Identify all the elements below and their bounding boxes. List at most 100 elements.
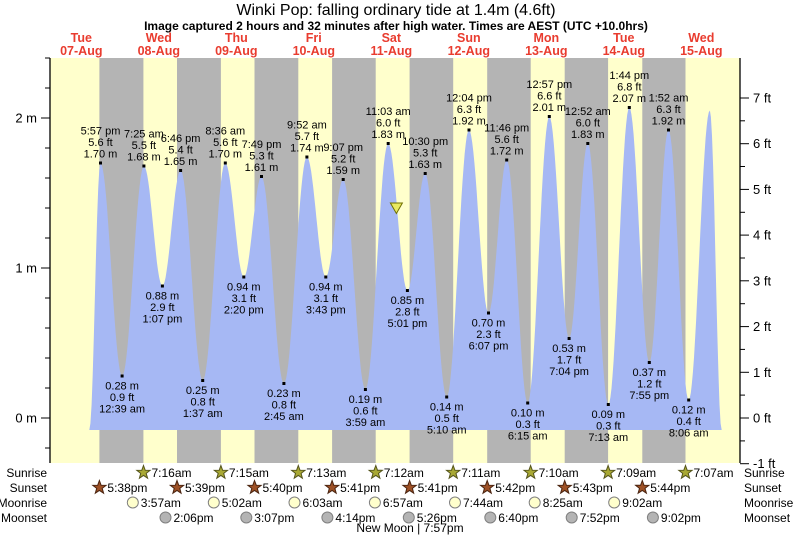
- low-tide-label: 0.9 ft: [110, 392, 134, 404]
- high-tide-label: 1.63 m: [408, 159, 442, 171]
- high-tide-label: 1.92 m: [652, 116, 686, 128]
- moon-phase-label: New Moon | 7:57pm: [356, 521, 463, 535]
- moonrise-icon: [368, 496, 381, 509]
- low-tide-label: 0.14 m: [430, 402, 464, 414]
- chart-generated-layer: 0 m 1 m 2 m -1 ft 0 ft 1 ft 2 ft 3 ft 4 ft 5 ft 6 …: [15, 31, 775, 525]
- moonrise-time: 6:03am: [303, 496, 343, 510]
- sunset-time: 5:41pm: [340, 481, 380, 495]
- high-tide-label: 10:30 pm: [402, 136, 448, 148]
- low-tide-label: 3.1 ft: [232, 293, 256, 305]
- high-tide-label: 6.3 ft: [457, 104, 481, 116]
- high-tide-label: 11:03 am: [366, 106, 411, 118]
- high-tide-label: 1:44 pm: [609, 70, 649, 82]
- high-tide-label: 1:52 am: [649, 93, 689, 105]
- low-tide-label: 2:45 am: [264, 411, 304, 423]
- moonset-icon: [159, 511, 172, 524]
- moonset-icon: [484, 511, 497, 524]
- high-tide-label: 6.3 ft: [656, 104, 680, 116]
- right-axis-tick-label: 0 ft: [753, 411, 771, 426]
- tide-extreme-dot: [223, 161, 227, 165]
- high-tide-label: 7:25 am: [124, 129, 164, 141]
- day-label-weekday: Tue: [71, 31, 92, 45]
- tide-extreme-dot: [363, 388, 367, 391]
- low-tide-label: 1:07 pm: [143, 314, 183, 326]
- sunset-time: 5:44pm: [650, 481, 690, 495]
- low-tide-label: 0.4 ft: [676, 416, 700, 428]
- left-axis-tick-label: 2 m: [15, 111, 37, 126]
- moonset-time: 2:06pm: [174, 511, 214, 525]
- tide-extreme-dot: [526, 401, 530, 405]
- sunset-icon: [634, 479, 651, 495]
- day-label-date: 12-Aug: [448, 44, 490, 58]
- moonset-row-label-left: Moonset: [1, 511, 48, 525]
- high-tide-label: 6:46 pm: [161, 133, 201, 145]
- tide-extreme-dot: [467, 128, 471, 132]
- high-tide-label: 5.5 ft: [132, 140, 156, 152]
- low-tide-label: 7:55 pm: [629, 390, 669, 402]
- high-tide-label: 5.6 ft: [213, 137, 237, 149]
- low-tide-label: 12:39 am: [99, 404, 145, 416]
- tide-extreme-dot: [445, 395, 449, 399]
- sunrise-icon: [367, 464, 384, 480]
- low-tide-label: 2.8 ft: [395, 307, 419, 319]
- low-tide-label: 1.7 ft: [557, 355, 581, 367]
- day-label-weekday: Tue: [613, 31, 634, 45]
- tide-extreme-dot: [667, 128, 670, 132]
- low-tide-label: 0.3 ft: [515, 419, 539, 431]
- moonrise-icon: [207, 496, 220, 509]
- moonrise-row-label-right: Moonrise: [744, 496, 793, 510]
- moonset-row-label-right: Moonset: [744, 511, 791, 525]
- moonset-icon: [402, 511, 415, 524]
- sunset-time: 5:41pm: [418, 481, 458, 495]
- left-axis-tick-label: 1 m: [15, 261, 37, 276]
- high-tide-label: 12:04 pm: [446, 93, 492, 105]
- moonset-icon: [321, 511, 334, 524]
- tide-extreme-dot: [423, 172, 427, 175]
- tide-extreme-dot: [567, 337, 571, 340]
- sunset-time: 5:43pm: [573, 481, 613, 495]
- sunset-icon: [479, 479, 496, 495]
- sunrise-time: 7:13am: [306, 466, 346, 480]
- low-tide-label: 8:06 am: [669, 428, 709, 440]
- low-tide-label: 0.09 m: [591, 409, 625, 421]
- high-tide-label: 5:57 pm: [81, 126, 121, 138]
- moonrise-row-label-left: Moonrise: [0, 496, 47, 510]
- day-label-date: 13-Aug: [525, 44, 567, 58]
- high-tide-label: 1.70 m: [84, 149, 118, 161]
- day-label-date: 08-Aug: [138, 44, 180, 58]
- tide-area: [89, 107, 722, 430]
- tide-extreme-dot: [547, 115, 551, 118]
- moonrise-icon: [288, 496, 301, 509]
- day-label-date: 09-Aug: [215, 44, 257, 58]
- sunset-time: 5:38pm: [107, 481, 147, 495]
- low-tide-label: 0.94 m: [227, 282, 261, 294]
- sunrise-icon: [522, 464, 539, 480]
- sunset-time: 5:40pm: [263, 481, 303, 495]
- high-tide-label: 5.3 ft: [249, 151, 273, 163]
- low-tide-label: 0.8 ft: [272, 400, 296, 412]
- sunset-icon: [401, 479, 418, 495]
- tide-extreme-dot: [324, 275, 328, 279]
- moonset-time: 5:26pm: [417, 511, 457, 525]
- moonset-time: 9:02pm: [661, 511, 701, 525]
- high-tide-label: 9:52 am: [287, 120, 327, 132]
- low-tide-label: 0.88 m: [146, 291, 180, 303]
- low-tide-label: 0.28 m: [105, 381, 139, 393]
- high-tide-label: 1.65 m: [164, 156, 198, 168]
- moonset-time: 6:40pm: [498, 511, 538, 525]
- day-label-weekday: Sat: [382, 31, 402, 45]
- tide-extreme-dot: [282, 382, 286, 385]
- sunrise-row-label-right: Sunrise: [744, 466, 785, 480]
- sunrise-time: 7:10am: [539, 466, 579, 480]
- high-tide-label: 1.70 m: [208, 149, 242, 161]
- sunset-icon: [168, 479, 186, 495]
- low-tide-label: 2.3 ft: [476, 329, 500, 341]
- low-tide-label: 0.94 m: [309, 282, 343, 294]
- tide-extreme-dot: [120, 374, 124, 378]
- right-axis-tick-label: 6 ft: [753, 136, 771, 151]
- moonrise-icon: [449, 496, 461, 509]
- tide-extreme-dot: [142, 164, 146, 168]
- high-tide-label: 5.4 ft: [168, 145, 192, 157]
- high-tide-label: 1.74 m: [290, 143, 324, 155]
